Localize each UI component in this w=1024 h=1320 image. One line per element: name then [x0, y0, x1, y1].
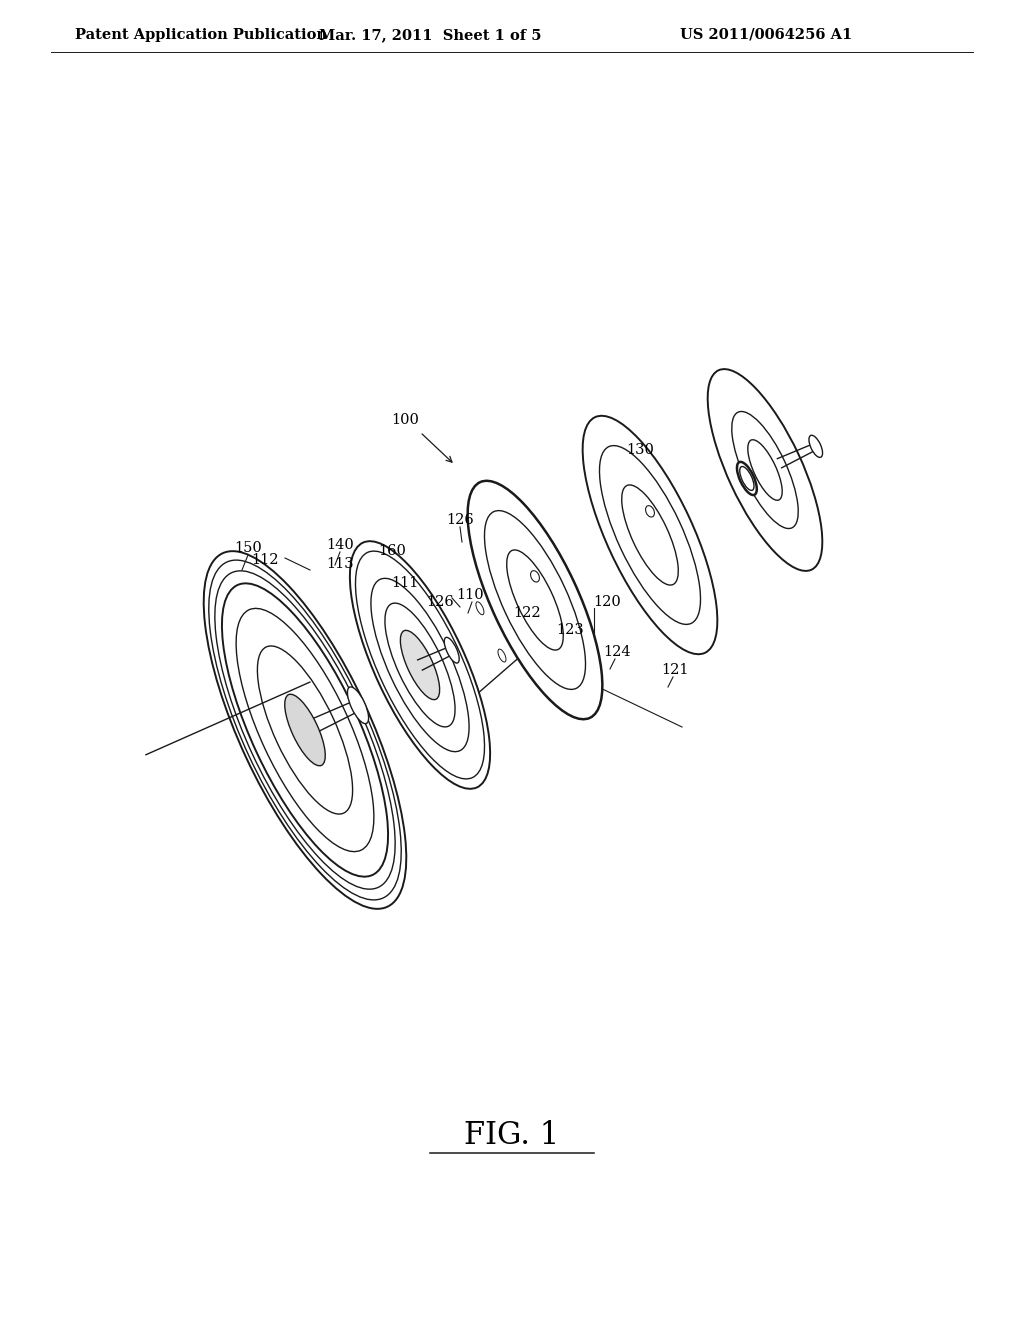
Ellipse shape — [350, 541, 490, 789]
Text: Patent Application Publication: Patent Application Publication — [75, 28, 327, 42]
Ellipse shape — [468, 480, 602, 719]
Ellipse shape — [347, 686, 369, 723]
Ellipse shape — [498, 649, 506, 663]
Ellipse shape — [737, 462, 757, 495]
Text: 100: 100 — [391, 413, 419, 426]
Ellipse shape — [476, 602, 484, 615]
Ellipse shape — [583, 416, 718, 655]
Ellipse shape — [809, 436, 822, 458]
Text: 110: 110 — [456, 587, 483, 602]
Text: 150: 150 — [234, 541, 262, 554]
Text: 126: 126 — [446, 513, 474, 527]
Ellipse shape — [204, 552, 407, 909]
Text: 113: 113 — [327, 557, 354, 572]
Text: 122: 122 — [513, 606, 541, 620]
Text: 130: 130 — [626, 444, 654, 457]
Text: 123: 123 — [556, 623, 584, 638]
Text: 120: 120 — [593, 595, 621, 609]
Ellipse shape — [530, 570, 540, 582]
Text: Mar. 17, 2011  Sheet 1 of 5: Mar. 17, 2011 Sheet 1 of 5 — [318, 28, 542, 42]
Text: 124: 124 — [603, 645, 631, 659]
Ellipse shape — [708, 370, 822, 572]
Text: 112: 112 — [251, 553, 279, 568]
Ellipse shape — [645, 506, 654, 517]
Text: 160: 160 — [378, 544, 406, 558]
Text: 111: 111 — [391, 576, 419, 590]
Ellipse shape — [285, 694, 326, 766]
Ellipse shape — [444, 638, 459, 663]
Text: 126: 126 — [426, 595, 454, 609]
Text: FIG. 1: FIG. 1 — [464, 1119, 560, 1151]
Text: 140: 140 — [326, 539, 354, 552]
Text: 121: 121 — [662, 663, 689, 677]
Ellipse shape — [400, 631, 439, 700]
Text: US 2011/0064256 A1: US 2011/0064256 A1 — [680, 28, 852, 42]
